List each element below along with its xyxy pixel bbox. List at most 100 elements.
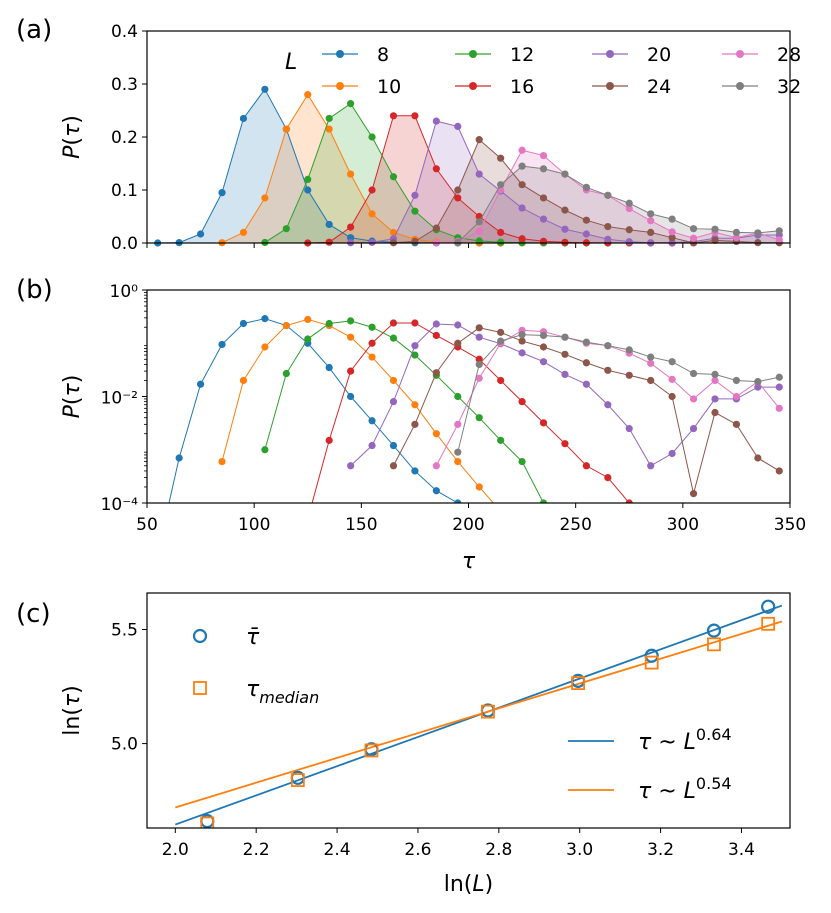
scatter-point-median: [707, 637, 721, 652]
log-point-series-24: [582, 359, 590, 367]
log-point-series-20: [775, 383, 783, 391]
log-point-series-28: [432, 462, 440, 470]
log-point-series-28: [668, 375, 676, 383]
log-point-series-8: [175, 454, 183, 462]
point-series-16: [561, 238, 569, 246]
point-series-10: [261, 194, 269, 202]
legend-marker-32: [736, 82, 744, 90]
area-series-12: [264, 103, 608, 243]
legend-c-markers: τ̄ τmedian: [192, 625, 319, 707]
log-point-series-16: [368, 339, 376, 347]
point-series-24: [604, 222, 612, 231]
log-point-series-12: [604, 527, 611, 534]
x-tick-label-c: 3.4: [728, 840, 755, 860]
point-series-32: [561, 170, 569, 178]
point-series-16: [325, 238, 333, 246]
log-point-series-28: [711, 376, 719, 385]
log-point-series-32: [454, 448, 462, 456]
x-axis-label-c: ln(L): [444, 872, 494, 897]
log-point-series-16: [347, 367, 355, 375]
legend-marker-24: [606, 82, 614, 90]
area-series-16: [307, 115, 673, 243]
log-point-series-32: [518, 331, 526, 339]
legend-label-mean-text: τ̄: [246, 625, 260, 650]
point-series-32: [775, 227, 783, 235]
point-series-32: [539, 165, 548, 173]
log-point-series-20: [475, 333, 483, 341]
x-tick-label-b: 200: [452, 515, 484, 535]
point-series-28: [775, 236, 783, 244]
y-axis-label-c: ln(τ): [60, 685, 85, 735]
point-series-10: [304, 91, 312, 99]
log-point-series-16: [518, 398, 526, 406]
log-point-series-10: [454, 457, 462, 466]
log-point-series-16: [432, 331, 440, 340]
log-point-series-20: [668, 449, 676, 458]
log-point-series-12: [347, 317, 355, 325]
log-point-series-8: [454, 499, 462, 503]
point-series-10: [368, 210, 376, 218]
y-label-paren: (: [60, 396, 85, 405]
log-point-series-20: [454, 321, 462, 329]
panel-label-b: (b): [16, 275, 53, 305]
log-point-series-20: [689, 424, 698, 433]
y-tick-label-b: 10⁻²: [101, 389, 138, 409]
point-series-28: [475, 227, 483, 235]
point-series-28: [732, 234, 741, 242]
point-series-8: [218, 189, 226, 197]
x-tick-label-b: 100: [238, 515, 270, 535]
point-series-20: [454, 122, 462, 130]
log-point-series-12: [497, 436, 505, 444]
log-point-series-32: [668, 358, 676, 366]
x-tick-label-c: 2.8: [485, 840, 512, 860]
point-series-20: [518, 204, 526, 212]
y-tick-label-a: 0.3: [111, 75, 138, 95]
log-point-series-16: [497, 376, 505, 385]
point-series-10: [389, 228, 398, 236]
log-point-series-10: [368, 353, 376, 361]
log-point-series-20: [711, 395, 719, 403]
log-point-series-8: [196, 380, 205, 388]
log-point-series-24: [432, 369, 440, 377]
legend-label-24: 24: [647, 76, 671, 98]
y-label-close: ): [60, 375, 85, 384]
legend-label-10: 10: [377, 76, 401, 98]
log-point-series-10: [432, 430, 440, 438]
point-series-24: [411, 237, 419, 246]
log-point-series-32: [689, 369, 698, 378]
log-point-series-20: [432, 320, 440, 328]
x-axis-label-b: τ: [462, 549, 476, 574]
point-series-8: [347, 234, 355, 242]
point-series-32: [732, 228, 741, 236]
point-series-20: [625, 238, 633, 246]
log-point-series-20: [368, 441, 376, 450]
log-point-series-12: [454, 392, 462, 401]
log-point-series-24: [732, 420, 741, 428]
log-point-series-32: [625, 346, 633, 354]
log-point-series-32: [561, 333, 569, 341]
x-label-ln: ln(: [444, 872, 473, 897]
log-point-series-24: [689, 490, 698, 498]
point-series-24: [454, 186, 462, 194]
log-point-series-28: [689, 395, 698, 403]
y-label-tau: τ: [60, 123, 85, 137]
log-point-series-16: [582, 462, 590, 470]
point-series-32: [497, 181, 505, 189]
legend-label-16: 16: [510, 76, 534, 98]
log-point-series-20: [647, 462, 655, 470]
log-point-series-12: [261, 446, 269, 454]
log-point-series-24: [518, 337, 526, 345]
point-series-12: [368, 133, 376, 141]
point-series-20: [604, 235, 612, 243]
scatter-point-mean: [706, 623, 722, 638]
y-tick-label-a: 0.2: [111, 128, 138, 148]
point-series-12: [304, 175, 312, 183]
log-point-series-32: [497, 337, 505, 345]
point-series-20: [582, 230, 590, 238]
log-point-series-12: [411, 351, 419, 359]
log-point-series-10: [347, 333, 355, 341]
point-series-8: [304, 186, 312, 194]
panel-a: 0.0 0.1 0.2 0.3 0.4 (a) P(τ) L 8 10 12 16 20 24 28 32: [16, 15, 801, 254]
point-series-32: [689, 225, 698, 233]
